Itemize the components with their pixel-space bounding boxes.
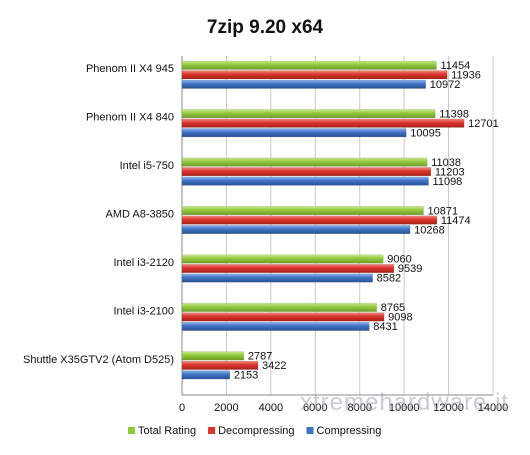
bar-decompressing: [181, 118, 465, 128]
x-tick-label: 2000: [214, 402, 238, 414]
data-label: 11474: [441, 215, 471, 227]
bar-compressing: [181, 273, 373, 283]
x-tick-label: 10000: [389, 402, 420, 414]
legend-label: Total Rating: [138, 425, 196, 437]
data-label: 10972: [430, 79, 461, 91]
bar-decompressing: [181, 360, 259, 370]
watermark-text: xtremehardware.it: [300, 389, 509, 416]
bar-total-rating: [181, 351, 245, 361]
bar-compressing: [181, 321, 370, 331]
bar-total-rating: [181, 109, 436, 119]
data-label: 11203: [435, 166, 465, 178]
bar-decompressing: [181, 312, 385, 322]
data-label: 2153: [234, 370, 258, 382]
category-label: Intel i3-2100: [113, 305, 174, 317]
legend-swatch: [306, 427, 314, 434]
data-label: 8765: [381, 302, 405, 314]
category-label: Phenom II X4 945: [86, 63, 174, 75]
data-label: 11936: [451, 70, 481, 82]
data-label: 3422: [262, 360, 286, 372]
data-label: 11398: [439, 108, 469, 120]
bar-total-rating: [181, 206, 424, 216]
x-tick-label: 12000: [433, 402, 464, 414]
data-label: 8431: [373, 321, 397, 333]
x-tick-label: 14000: [478, 402, 509, 414]
data-label: 9060: [387, 254, 411, 266]
bar-total-rating: [181, 254, 384, 264]
bar-decompressing: [181, 70, 448, 80]
bar-compressing: [181, 370, 231, 380]
category-label: Intel i5-750: [120, 160, 174, 172]
x-tick-label: 8000: [347, 402, 371, 414]
category-label: Intel i3-2120: [113, 257, 174, 269]
x-tick-label: 4000: [259, 402, 283, 414]
data-label: 12701: [468, 118, 499, 130]
bar-compressing: [181, 128, 407, 138]
bar-compressing: [181, 79, 426, 89]
legend-swatch: [208, 427, 216, 434]
data-label: 10268: [414, 224, 445, 236]
category-label: Shuttle X35GTV2 (Atom D525): [23, 354, 174, 366]
bar-decompressing: [181, 167, 432, 177]
data-label: 11038: [431, 157, 461, 169]
data-label: 11454: [440, 60, 470, 72]
data-label: 10871: [427, 205, 458, 217]
category-label: AMD A8-3850: [106, 209, 174, 221]
data-label: 11098: [433, 176, 463, 188]
bar-total-rating: [181, 157, 428, 167]
data-label: 9098: [388, 312, 412, 324]
data-label: 10095: [410, 127, 441, 139]
category-label: Phenom II X4 840: [86, 112, 174, 124]
x-tick-label: 6000: [303, 402, 327, 414]
data-label: 2787: [248, 351, 272, 363]
bar-decompressing: [181, 263, 395, 273]
chart-title: 7zip 9.20 x64: [207, 17, 324, 38]
legend-swatch: [128, 427, 135, 434]
bar-compressing: [181, 176, 429, 186]
x-tick-label: 0: [179, 402, 185, 414]
bar-compressing: [181, 225, 411, 235]
bar-decompressing: [181, 215, 438, 225]
legend-label: Decompressing: [218, 425, 294, 437]
data-label: 8582: [377, 273, 401, 285]
bar-total-rating: [181, 302, 377, 312]
bar-total-rating: [181, 60, 437, 70]
legend-label: Compressing: [317, 425, 382, 437]
data-label: 9539: [398, 263, 422, 275]
